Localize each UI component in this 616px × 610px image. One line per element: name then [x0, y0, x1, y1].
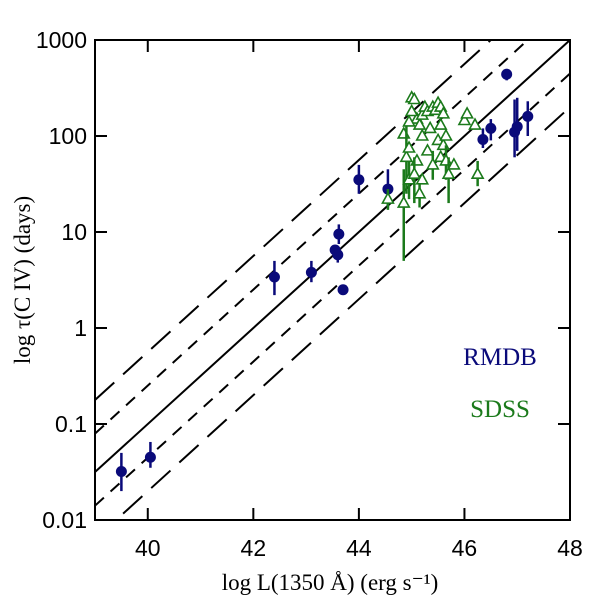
data-point: [522, 110, 534, 122]
y-axis-label: log τ(C IV) (days): [10, 196, 35, 364]
data-point: [407, 166, 422, 180]
data-point: [415, 172, 430, 185]
data-point: [337, 284, 349, 296]
data-point: [425, 157, 440, 170]
data-point: [412, 186, 427, 199]
model-line: [95, 40, 530, 435]
data-point: [441, 166, 456, 180]
data-point: [468, 117, 482, 130]
x-tick-label: 42: [241, 535, 267, 561]
x-tick-label: 46: [452, 535, 478, 561]
model-line: [95, 40, 493, 401]
data-point: [144, 451, 156, 463]
data-point: [511, 121, 523, 133]
data-point: [381, 191, 395, 204]
model-line: [95, 72, 570, 507]
y-tick-label: 0.1: [55, 411, 87, 437]
data-point: [402, 114, 416, 127]
data-point: [399, 149, 414, 163]
data-point: [333, 228, 345, 240]
data-point: [412, 117, 427, 130]
y-tick-label: 0.01: [42, 507, 87, 533]
data-point: [415, 128, 430, 141]
y-tick-label: 1000: [36, 27, 87, 53]
data-point: [457, 112, 472, 126]
data-point: [501, 68, 513, 80]
data-point: [436, 106, 451, 119]
y-tick-label: 1: [74, 315, 87, 341]
x-tick-label: 48: [557, 535, 583, 561]
x-tick-label: 44: [346, 535, 372, 561]
y-tick-label: 10: [61, 219, 87, 245]
data-point: [485, 122, 497, 134]
data-point: [447, 157, 461, 170]
data-point: [396, 195, 411, 208]
legend-label: RMDB: [463, 344, 537, 371]
data-point: [407, 91, 422, 105]
x-tick-label: 40: [135, 535, 161, 561]
data-point: [305, 266, 317, 278]
plot-frame: [94, 39, 571, 521]
data-point: [404, 103, 419, 117]
data-point: [402, 140, 416, 153]
data-point: [470, 166, 485, 180]
legend-label: SDSS: [470, 396, 530, 423]
data-point: [115, 466, 127, 478]
data-point: [423, 120, 437, 134]
plot-area: [95, 40, 570, 520]
data-point: [460, 106, 474, 119]
data-point: [268, 271, 280, 283]
data-point: [353, 174, 365, 186]
data-point: [439, 128, 453, 141]
model-line: [114, 106, 570, 520]
x-axis-label: log L(1350 Å) (erg s⁻¹): [222, 570, 439, 595]
data-point: [433, 117, 448, 130]
y-tick-label: 100: [49, 123, 87, 149]
data-point: [420, 143, 435, 156]
data-point: [477, 133, 489, 145]
data-point: [332, 249, 344, 261]
